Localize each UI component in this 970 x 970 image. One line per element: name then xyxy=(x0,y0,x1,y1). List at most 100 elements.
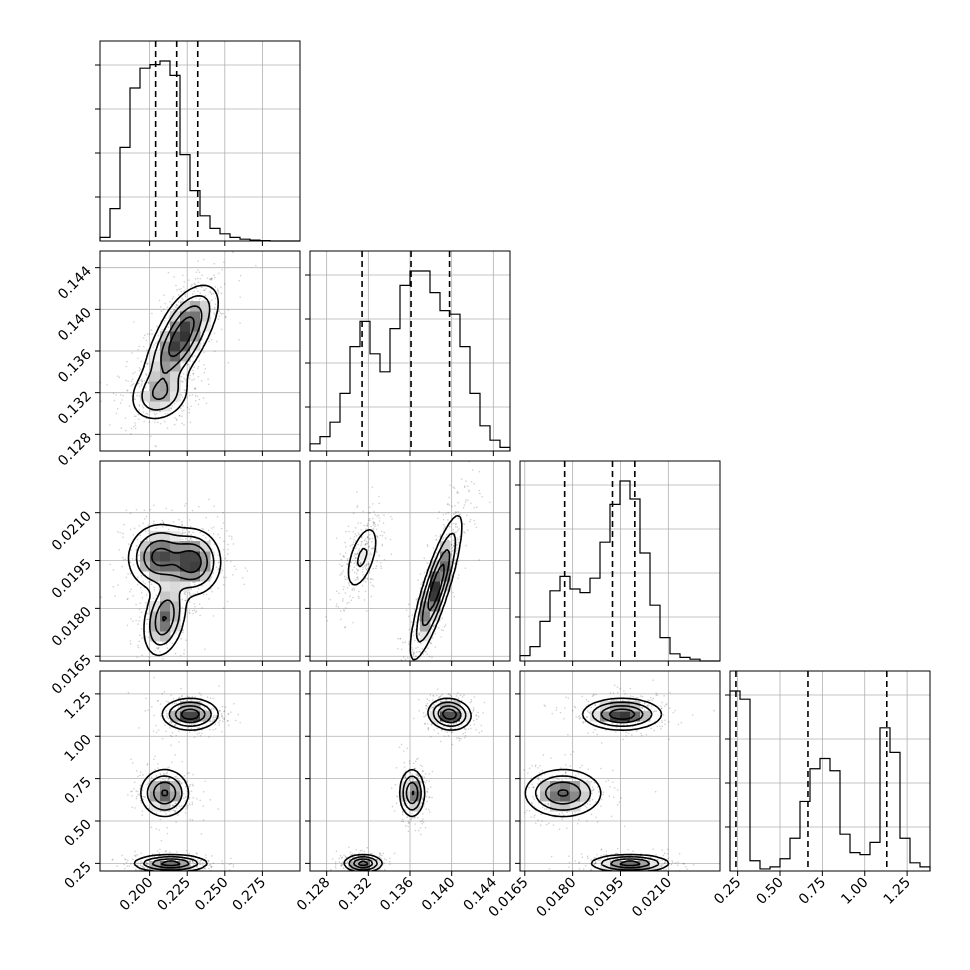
scatter-point xyxy=(218,685,221,687)
scatter-point xyxy=(226,530,228,532)
contour-line xyxy=(127,523,222,657)
scatter-point xyxy=(483,701,486,704)
scatter-point xyxy=(189,421,192,424)
scatter-point xyxy=(353,571,356,574)
contour-line xyxy=(356,532,457,643)
scatter-point xyxy=(453,531,456,534)
scatter-point xyxy=(431,699,434,701)
scatter-point xyxy=(424,781,427,784)
scatter-point xyxy=(412,651,415,654)
scatter-point xyxy=(196,367,199,369)
scatter-point xyxy=(361,536,363,539)
scatter-point xyxy=(367,511,370,514)
scatter-point xyxy=(416,774,418,777)
scatter-point xyxy=(475,526,478,529)
scatter-point xyxy=(428,773,431,775)
scatter-point xyxy=(455,523,457,526)
scatter-point xyxy=(213,526,215,528)
scatter-point xyxy=(138,382,140,385)
scatter-point xyxy=(210,866,213,869)
scatter-point xyxy=(171,642,173,645)
density-cell xyxy=(170,591,181,602)
scatter-point xyxy=(202,790,205,793)
scatter-point xyxy=(190,594,192,597)
scatter-point xyxy=(227,724,230,727)
scatter-point xyxy=(129,512,132,515)
x-tick-label: 0.250 xyxy=(192,875,232,915)
scatter-point xyxy=(356,506,358,509)
scatter-point xyxy=(363,539,366,542)
scatter-point xyxy=(189,377,191,380)
scatter-point xyxy=(127,691,130,694)
scatter-point xyxy=(165,772,168,775)
scatter-point xyxy=(136,538,139,541)
scatter-point xyxy=(196,866,198,868)
scatter-point xyxy=(357,532,360,534)
scatter-point xyxy=(189,859,191,862)
scatter-point xyxy=(419,573,422,575)
scatter-point xyxy=(145,374,148,376)
scatter-point xyxy=(130,427,133,430)
scatter-point xyxy=(422,813,424,815)
scatter-point xyxy=(330,868,332,871)
scatter-point xyxy=(388,857,391,860)
scatter-point xyxy=(209,728,211,731)
scatter-point xyxy=(343,609,345,611)
scatter-point xyxy=(194,395,197,397)
x-tick-label: 0.128 xyxy=(294,875,334,915)
scatter-point xyxy=(426,562,429,564)
scatter-point xyxy=(421,648,424,650)
scatter-point xyxy=(211,338,213,341)
scatter-point xyxy=(471,469,474,471)
scatter-point xyxy=(436,517,439,520)
scatter-point xyxy=(344,541,346,544)
scatter-point xyxy=(147,709,149,712)
scatter-point xyxy=(202,534,205,537)
scatter-point xyxy=(352,512,355,514)
scatter-point xyxy=(212,716,215,718)
scatter-point xyxy=(344,862,347,865)
scatter-point xyxy=(165,507,167,510)
scatter-point xyxy=(412,634,415,637)
scatter-point xyxy=(191,860,194,862)
scatter-point xyxy=(166,427,169,429)
scatter-point xyxy=(411,812,413,815)
scatter-point xyxy=(190,723,193,726)
scatter-point xyxy=(450,544,453,546)
scatter-point xyxy=(476,506,478,509)
scatter-point xyxy=(664,705,666,707)
scatter-point xyxy=(154,768,156,771)
scatter-point xyxy=(366,523,369,525)
scatter-point xyxy=(113,399,116,402)
scatter-point xyxy=(116,375,119,377)
scatter-point xyxy=(365,610,368,612)
scatter-point xyxy=(203,342,205,344)
scatter-point xyxy=(216,288,219,290)
scatter-point xyxy=(223,282,226,285)
scatter-point xyxy=(233,565,236,568)
scatter-point xyxy=(205,593,208,596)
scatter-point xyxy=(137,646,140,649)
density-cell xyxy=(410,801,421,812)
scatter-point xyxy=(130,758,132,761)
scatter-point xyxy=(232,864,235,866)
scatter-point xyxy=(127,380,129,383)
scatter-point xyxy=(200,833,203,835)
density-cell xyxy=(440,561,451,572)
scatter-point xyxy=(147,612,149,615)
scatter-point xyxy=(184,293,186,296)
scatter-point xyxy=(184,812,187,814)
scatter-point xyxy=(144,710,147,712)
scatter-point xyxy=(427,647,429,649)
scatter-point xyxy=(429,707,432,710)
scatter-point xyxy=(345,856,347,859)
scatter-point xyxy=(192,784,195,787)
scatter-point xyxy=(172,724,174,726)
scatter-point xyxy=(155,775,158,777)
scatter-point xyxy=(159,773,162,776)
scatter-point xyxy=(115,412,118,415)
scatter-point xyxy=(460,699,463,702)
scatter-point xyxy=(342,867,345,870)
scatter-point xyxy=(339,610,342,612)
density-cell xyxy=(170,391,181,402)
